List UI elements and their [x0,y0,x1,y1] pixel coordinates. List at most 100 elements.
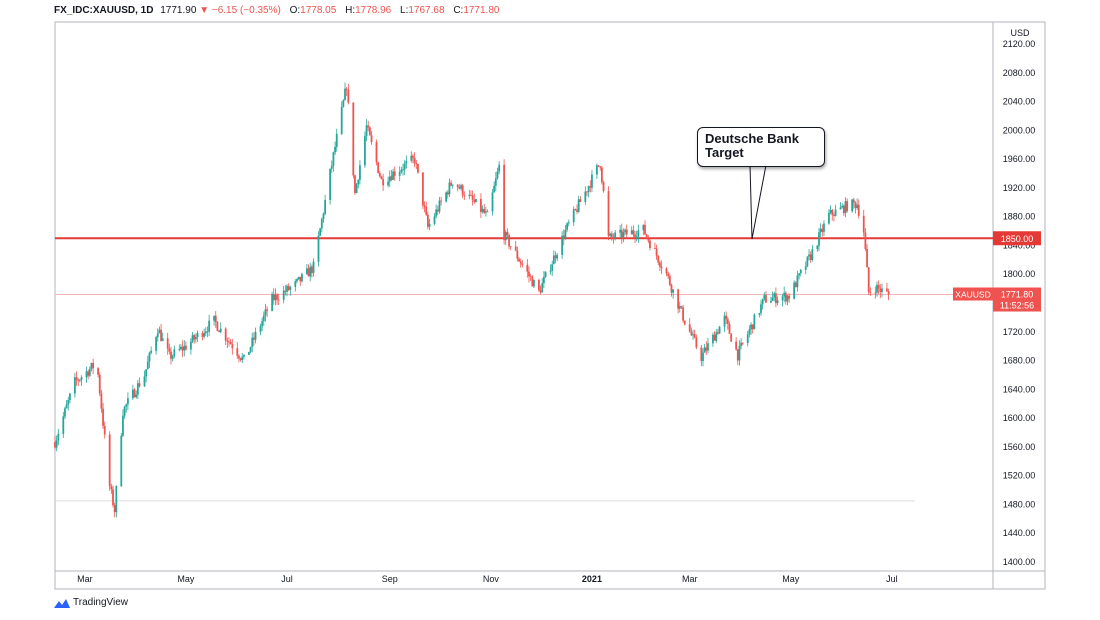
candle-body [541,283,544,293]
candle-body [775,293,777,304]
candle-body [602,182,605,192]
candle-body [561,235,564,255]
target-price-label: 1850.00 [1001,234,1034,244]
candle-body [682,307,684,321]
candle-body [422,172,424,206]
candle-body [506,231,509,236]
candle-body [266,309,269,311]
candle-body [869,291,872,293]
candle-body [312,261,315,273]
candle-body [770,300,772,303]
change-down-icon: ▼ [199,5,210,16]
candle-body [610,233,613,237]
candle-body [122,415,124,436]
candle-body [677,289,680,309]
countdown-label: 11:52:56 [1000,301,1034,311]
candle-body [887,291,890,295]
candle-body [518,258,520,262]
candle-body [274,294,277,301]
candle-body [310,266,313,273]
candle-body [784,292,787,302]
candle-body [657,255,660,263]
candle-body [486,211,489,213]
candle-body [632,230,635,235]
candle-body [516,250,519,259]
candle-body [481,208,484,213]
candle-body [576,209,578,212]
candle-body [586,191,588,193]
candle-body [549,270,552,272]
candle-body [607,191,610,236]
candle-body [725,315,728,320]
candle-body [808,254,810,257]
x-tick-label: Mar [682,574,698,584]
y-tick-label: 1880.00 [1003,212,1036,222]
candle-body [554,255,557,259]
candle-body [67,399,70,405]
candle-body [526,264,529,272]
candle-body [368,127,371,136]
x-tick-label: 2021 [582,574,602,584]
candle-body [254,331,257,340]
candle-body [236,348,239,356]
candle-body [587,186,590,193]
candle-body [844,201,847,214]
candle-body [173,349,176,356]
candle-body [344,88,346,101]
candle-body [252,337,255,340]
y-tick-label: 1840.00 [1003,240,1036,250]
candle-body [347,89,350,103]
candle-body [786,295,789,302]
low-value: 1767.68 [408,5,445,16]
candle-body [841,205,844,208]
candle-body [196,332,199,338]
candle-body [839,207,842,210]
candle-body [862,215,865,233]
candle-body [589,186,592,188]
candle-body [473,199,476,203]
candle-body [668,276,671,285]
candle-body [377,162,380,174]
candle-body [533,280,535,287]
candle-body [655,248,658,256]
candle-body [468,194,471,197]
candle-body [102,408,104,426]
candle-body [596,165,598,175]
x-tick-label: May [782,574,800,584]
candle-body [823,223,825,232]
symbol-title[interactable]: FX_IDC:XAUUSD, 1D [54,5,154,16]
candle-body [224,328,227,341]
candle-body [446,192,449,195]
candle-body [161,338,164,341]
candle-body [702,352,704,361]
candle-body [461,185,464,196]
candle-body [65,404,68,409]
candle-body [208,320,211,332]
high-value: 1778.96 [355,5,392,16]
tradingview-logo[interactable]: TradingView [54,597,128,608]
candle-body [146,361,149,370]
annotation-callout[interactable]: Deutsche Bank Target [697,127,825,167]
candle-body [683,320,686,325]
symbol-tag-label: XAUUSD [955,290,990,300]
candle-body [364,136,366,166]
y-tick-label: 2120.00 [1003,39,1036,49]
candle-body [180,346,182,350]
candle-body [456,184,459,188]
tradingview-brand: TradingView [73,597,129,608]
candle-body [284,290,287,292]
candle-body [531,276,534,287]
y-tick-label: 1720.00 [1003,327,1036,337]
candle-body [155,337,157,351]
candle-body [475,198,477,203]
candle-body [876,284,878,293]
candle-body [622,232,625,238]
candle-body [504,231,507,241]
candle-body [69,393,71,400]
candle-body [480,198,482,213]
candle-body [113,505,116,513]
candle-body [393,171,396,176]
candle-body [886,288,888,292]
y-tick-label: 1680.00 [1003,356,1036,366]
